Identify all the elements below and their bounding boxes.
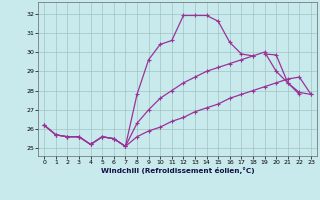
X-axis label: Windchill (Refroidissement éolien,°C): Windchill (Refroidissement éolien,°C): [101, 167, 254, 174]
